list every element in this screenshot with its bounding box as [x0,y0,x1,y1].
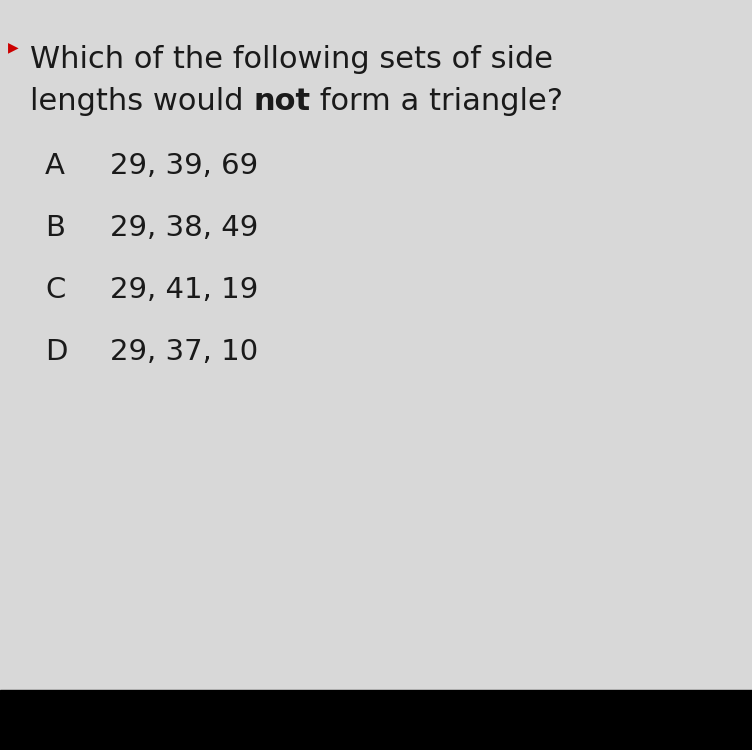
Text: lengths would: lengths would [30,87,253,116]
Text: 29, 38, 49: 29, 38, 49 [110,214,258,242]
Text: not: not [253,87,311,116]
Text: 29, 39, 69: 29, 39, 69 [110,152,258,180]
Text: D: D [45,338,68,366]
Text: C: C [45,276,65,304]
Text: Which of the following sets of side: Which of the following sets of side [30,45,553,74]
Text: B: B [45,214,65,242]
Text: form a triangle?: form a triangle? [311,87,563,116]
Text: 29, 37, 10: 29, 37, 10 [110,338,258,366]
Text: 29, 41, 19: 29, 41, 19 [110,276,258,304]
Text: ▶: ▶ [8,40,19,54]
Bar [0,690,752,750]
Text: A: A [45,152,65,180]
